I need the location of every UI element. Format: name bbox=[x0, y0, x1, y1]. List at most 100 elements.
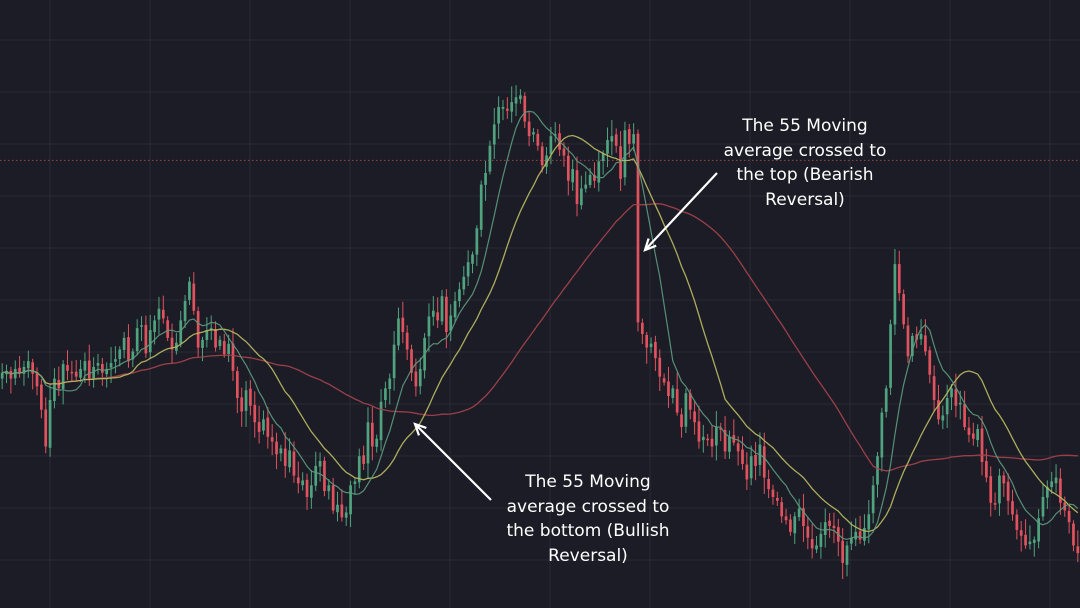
candle-body bbox=[122, 337, 126, 351]
candle-body bbox=[854, 531, 858, 540]
candle-body bbox=[850, 537, 853, 544]
candle-body bbox=[754, 454, 757, 466]
candle-body bbox=[815, 545, 818, 550]
candle-body bbox=[1037, 518, 1040, 542]
candle-body bbox=[675, 389, 679, 413]
candle-body bbox=[436, 312, 440, 321]
candle-body bbox=[1032, 539, 1036, 544]
candle-body bbox=[445, 296, 448, 333]
candle-body bbox=[114, 359, 117, 362]
candle-body bbox=[222, 341, 226, 355]
candle-body bbox=[431, 310, 435, 317]
candle-body bbox=[667, 381, 670, 397]
candle-body bbox=[789, 519, 792, 532]
candle-body bbox=[645, 334, 649, 348]
candle-body bbox=[858, 531, 862, 540]
candle-body bbox=[1045, 487, 1049, 498]
candle-body bbox=[588, 174, 592, 185]
candle-body bbox=[553, 134, 557, 136]
candle-body bbox=[161, 309, 165, 319]
candle-body bbox=[13, 368, 17, 379]
candle-body bbox=[340, 504, 344, 518]
candle-body bbox=[614, 134, 618, 146]
candle-body bbox=[706, 438, 710, 441]
candle-body bbox=[519, 95, 522, 100]
candle-body bbox=[728, 436, 731, 452]
candle-body bbox=[375, 438, 379, 447]
candle-body bbox=[362, 455, 365, 464]
candle-body bbox=[179, 320, 183, 344]
candle-body bbox=[87, 360, 91, 379]
candle-body bbox=[741, 449, 744, 464]
candle-body bbox=[244, 390, 248, 411]
candle-body bbox=[514, 97, 518, 104]
candle-body bbox=[863, 527, 866, 541]
candle-body bbox=[897, 264, 901, 294]
candle-body bbox=[35, 371, 39, 387]
candle-body bbox=[575, 170, 579, 204]
candle-body bbox=[1041, 496, 1045, 517]
candle-body bbox=[449, 315, 453, 331]
candle-body bbox=[40, 384, 43, 410]
candle-body bbox=[410, 349, 413, 373]
candle-body bbox=[249, 388, 252, 406]
candle-body bbox=[405, 332, 409, 350]
candle-body bbox=[257, 422, 261, 432]
candle-body bbox=[767, 479, 770, 490]
candle-body bbox=[566, 155, 570, 181]
candle-body bbox=[327, 485, 331, 492]
candle-body bbox=[536, 133, 540, 146]
candle-body bbox=[736, 443, 740, 452]
candle-body bbox=[510, 102, 514, 112]
candle-body bbox=[1076, 546, 1080, 554]
candle-body bbox=[148, 330, 152, 353]
candle-body bbox=[545, 155, 548, 167]
candle-body bbox=[292, 451, 296, 476]
candle-body bbox=[135, 328, 139, 352]
candle-body bbox=[797, 508, 801, 518]
candle-body bbox=[998, 475, 1001, 504]
candle-body bbox=[253, 404, 257, 423]
candle-body bbox=[0, 372, 4, 379]
candle-body bbox=[453, 301, 457, 318]
candle-body bbox=[954, 389, 958, 406]
candle-body bbox=[989, 476, 993, 503]
candle-body bbox=[192, 283, 196, 311]
candle-body bbox=[671, 388, 675, 398]
candle-body bbox=[240, 397, 244, 412]
candle-body bbox=[893, 264, 897, 325]
candle-body bbox=[715, 427, 718, 446]
candle-body bbox=[484, 172, 487, 185]
candle-body bbox=[205, 330, 209, 340]
candle-body bbox=[440, 296, 444, 322]
candle-body bbox=[475, 228, 479, 255]
candle-body bbox=[92, 366, 95, 379]
candle-body bbox=[392, 344, 396, 379]
candle-body bbox=[357, 456, 361, 483]
candle-body bbox=[196, 311, 200, 348]
candle-body bbox=[684, 393, 688, 427]
candle-body bbox=[941, 415, 945, 421]
candle-body bbox=[532, 132, 535, 135]
candle-body bbox=[349, 485, 352, 515]
candle-body bbox=[262, 419, 265, 431]
candle-body bbox=[580, 188, 583, 206]
candle-body bbox=[48, 399, 52, 448]
candle-body bbox=[819, 533, 823, 547]
candle-body bbox=[1059, 478, 1062, 503]
candle-body bbox=[314, 465, 318, 486]
candle-body bbox=[823, 522, 827, 535]
candle-body bbox=[105, 368, 109, 375]
candle-body bbox=[980, 428, 984, 463]
candle-body bbox=[610, 136, 614, 142]
candle-body bbox=[74, 371, 78, 377]
bullish-annotation: The 55 Moving average crossed to the bot… bbox=[506, 472, 670, 566]
candle-body bbox=[388, 378, 392, 389]
candle-body bbox=[636, 133, 640, 323]
candle-body bbox=[479, 184, 483, 230]
candle-body bbox=[70, 371, 74, 374]
candle-body bbox=[976, 429, 980, 441]
candle-body bbox=[593, 175, 596, 181]
ma-55-line bbox=[2, 203, 1078, 472]
